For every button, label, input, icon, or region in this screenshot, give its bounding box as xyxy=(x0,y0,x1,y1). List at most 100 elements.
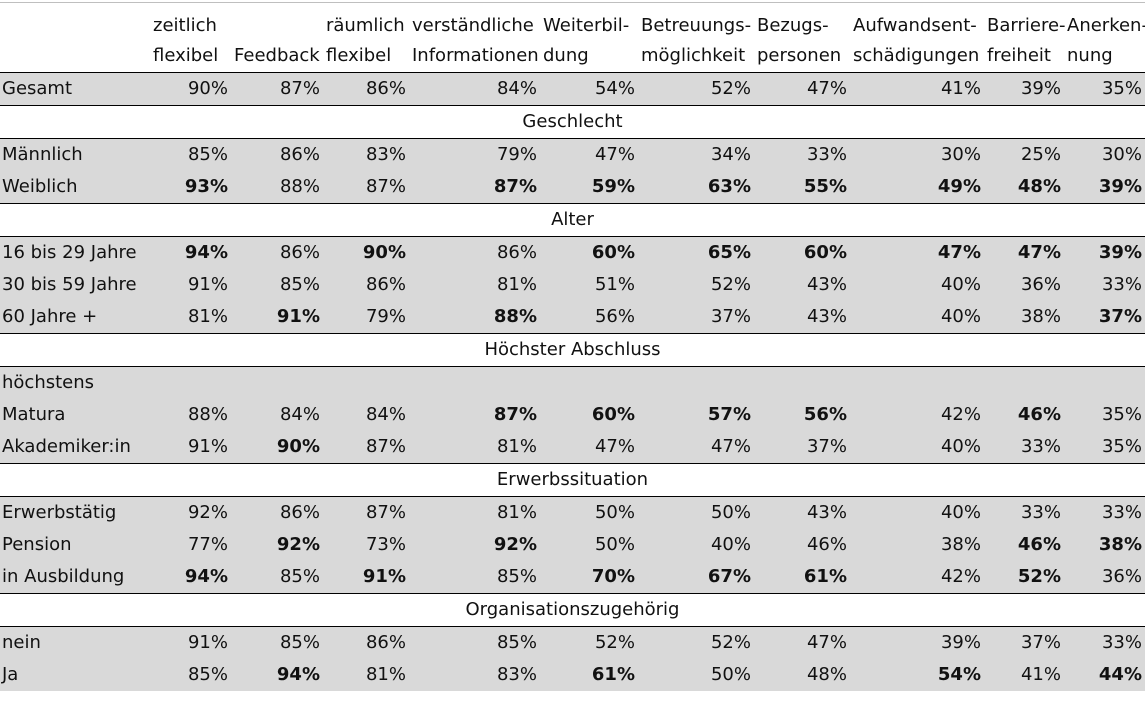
column-header-line2: möglichkeit xyxy=(638,40,754,73)
value-cell: 47% xyxy=(540,138,638,171)
value-cell xyxy=(231,366,323,399)
value-cell: 84% xyxy=(323,399,409,431)
value-cell: 79% xyxy=(323,301,409,334)
section-title: Erwerbssituation xyxy=(0,463,1145,497)
value-cell: 91% xyxy=(323,561,409,594)
header-row-line1: zeitlich räumlich verständliche Weiterbil- B… xyxy=(0,2,1145,40)
column-header-line2: dung xyxy=(540,40,638,73)
value-cell: 94% xyxy=(150,561,231,594)
value-cell: 86% xyxy=(231,236,323,269)
value-cell: 33% xyxy=(1064,626,1145,659)
value-cell: 40% xyxy=(850,431,984,464)
column-header-line2: flexibel xyxy=(323,40,409,73)
results-table: zeitlich räumlich verständliche Weiterbil- B… xyxy=(0,0,1145,691)
value-cell: 37% xyxy=(638,301,754,334)
value-cell: 61% xyxy=(540,659,638,691)
value-cell: 94% xyxy=(150,236,231,269)
value-cell: 33% xyxy=(1064,496,1145,529)
value-cell: 39% xyxy=(1064,171,1145,204)
value-cell: 50% xyxy=(638,496,754,529)
section-header-row: Geschlecht xyxy=(0,105,1145,139)
value-cell: 54% xyxy=(850,659,984,691)
value-cell: 42% xyxy=(850,399,984,431)
value-cell: 93% xyxy=(150,171,231,204)
value-cell: 90% xyxy=(231,431,323,464)
column-header-line2: Informationen xyxy=(409,40,540,73)
value-cell: 86% xyxy=(409,236,540,269)
value-cell: 44% xyxy=(1064,659,1145,691)
value-cell: 40% xyxy=(850,496,984,529)
column-header-line2: freiheit xyxy=(984,40,1064,73)
table-row: nein 91% 85% 86% 85% 52% 52% 47% 39% 37% 33% xyxy=(0,626,1145,659)
section-title: Geschlecht xyxy=(0,105,1145,139)
value-cell: 61% xyxy=(754,561,850,594)
value-cell: 87% xyxy=(409,171,540,204)
value-cell: 85% xyxy=(231,561,323,594)
section-header-row: Erwerbssituation xyxy=(0,463,1145,497)
value-cell: 91% xyxy=(150,269,231,301)
value-cell: 52% xyxy=(540,626,638,659)
value-cell: 59% xyxy=(540,171,638,204)
value-cell: 30% xyxy=(850,138,984,171)
value-cell: 67% xyxy=(638,561,754,594)
value-cell: 90% xyxy=(323,236,409,269)
top-gridline xyxy=(0,0,1145,3)
value-cell: 52% xyxy=(638,626,754,659)
value-cell xyxy=(1064,366,1145,399)
column-header-line1: Barriere- xyxy=(987,15,1066,36)
table-row: Männlich 85% 86% 83% 79% 47% 34% 33% 30% 25% 30% xyxy=(0,138,1145,171)
value-cell: 88% xyxy=(409,301,540,334)
value-cell: 87% xyxy=(323,171,409,204)
value-cell: 81% xyxy=(409,269,540,301)
value-cell: 46% xyxy=(984,529,1064,561)
table-row: Pension 77% 92% 73% 92% 50% 40% 46% 38% 46% 38% xyxy=(0,529,1145,561)
value-cell: 84% xyxy=(409,72,540,106)
value-cell: 87% xyxy=(323,431,409,464)
value-cell: 48% xyxy=(984,171,1064,204)
value-cell: 36% xyxy=(984,269,1064,301)
value-cell: 43% xyxy=(754,269,850,301)
value-cell: 88% xyxy=(150,399,231,431)
row-label: Erwerbstätig xyxy=(0,496,150,529)
value-cell: 86% xyxy=(231,138,323,171)
value-cell: 37% xyxy=(984,626,1064,659)
value-cell: 90% xyxy=(150,72,231,106)
column-header-line1: Aufwandsent- xyxy=(853,15,977,36)
value-cell: 87% xyxy=(323,496,409,529)
value-cell: 47% xyxy=(984,236,1064,269)
value-cell: 79% xyxy=(409,138,540,171)
value-cell: 46% xyxy=(984,399,1064,431)
value-cell: 33% xyxy=(1064,269,1145,301)
value-cell: 50% xyxy=(540,529,638,561)
value-cell: 42% xyxy=(850,561,984,594)
value-cell: 34% xyxy=(638,138,754,171)
section-header-row: Höchster Abschluss xyxy=(0,333,1145,367)
header-corner xyxy=(0,40,150,73)
value-cell: 47% xyxy=(850,236,984,269)
value-cell: 51% xyxy=(540,269,638,301)
column-header-line2: Feedback xyxy=(231,40,323,73)
row-label: Pension xyxy=(0,529,150,561)
value-cell xyxy=(984,366,1064,399)
section-header-row: Alter xyxy=(0,203,1145,237)
value-cell: 77% xyxy=(150,529,231,561)
table-row: in Ausbildung 94% 85% 91% 85% 70% 67% 61% 42% 52%… xyxy=(0,561,1145,594)
value-cell: 37% xyxy=(1064,301,1145,334)
table-row: Erwerbstätig 92% 86% 87% 81% 50% 50% 43% 40% 33% 3… xyxy=(0,496,1145,529)
value-cell: 81% xyxy=(409,496,540,529)
value-cell: 40% xyxy=(850,301,984,334)
value-cell: 36% xyxy=(1064,561,1145,594)
value-cell: 47% xyxy=(540,431,638,464)
value-cell xyxy=(540,366,638,399)
value-cell: 47% xyxy=(754,626,850,659)
value-cell: 33% xyxy=(984,431,1064,464)
value-cell: 49% xyxy=(850,171,984,204)
table-row: Matura 88% 84% 84% 87% 60% 57% 56% 42% 46% 35% xyxy=(0,399,1145,431)
value-cell: 40% xyxy=(850,269,984,301)
value-cell: 65% xyxy=(638,236,754,269)
value-cell: 92% xyxy=(409,529,540,561)
value-cell: 91% xyxy=(150,626,231,659)
row-label: Akademiker:in xyxy=(0,431,150,464)
value-cell: 48% xyxy=(754,659,850,691)
value-cell: 60% xyxy=(754,236,850,269)
